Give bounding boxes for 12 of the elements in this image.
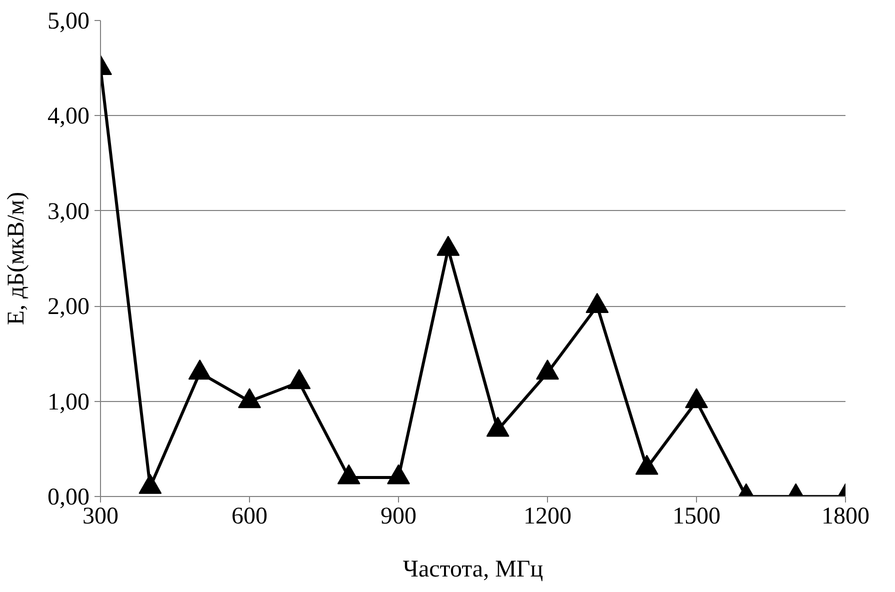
y-tick-label: 4,00 (48, 104, 90, 130)
y-axis-title: E, дБ(мкВ/м) (4, 192, 30, 326)
x-tick-label: 1800 (822, 504, 870, 530)
x-axis-title: Частота, МГц (402, 556, 544, 582)
y-tick-label: 2,00 (48, 294, 90, 320)
x-tick-label: 1500 (672, 504, 720, 530)
y-tick-label: 3,00 (48, 198, 90, 225)
x-tick-label: 600 (232, 504, 268, 530)
x-tick-label: 900 (380, 504, 416, 530)
y-tick-label: 1,00 (48, 389, 90, 416)
y-tick-label: 5,00 (48, 8, 90, 34)
x-tick-label: 1200 (524, 504, 572, 530)
